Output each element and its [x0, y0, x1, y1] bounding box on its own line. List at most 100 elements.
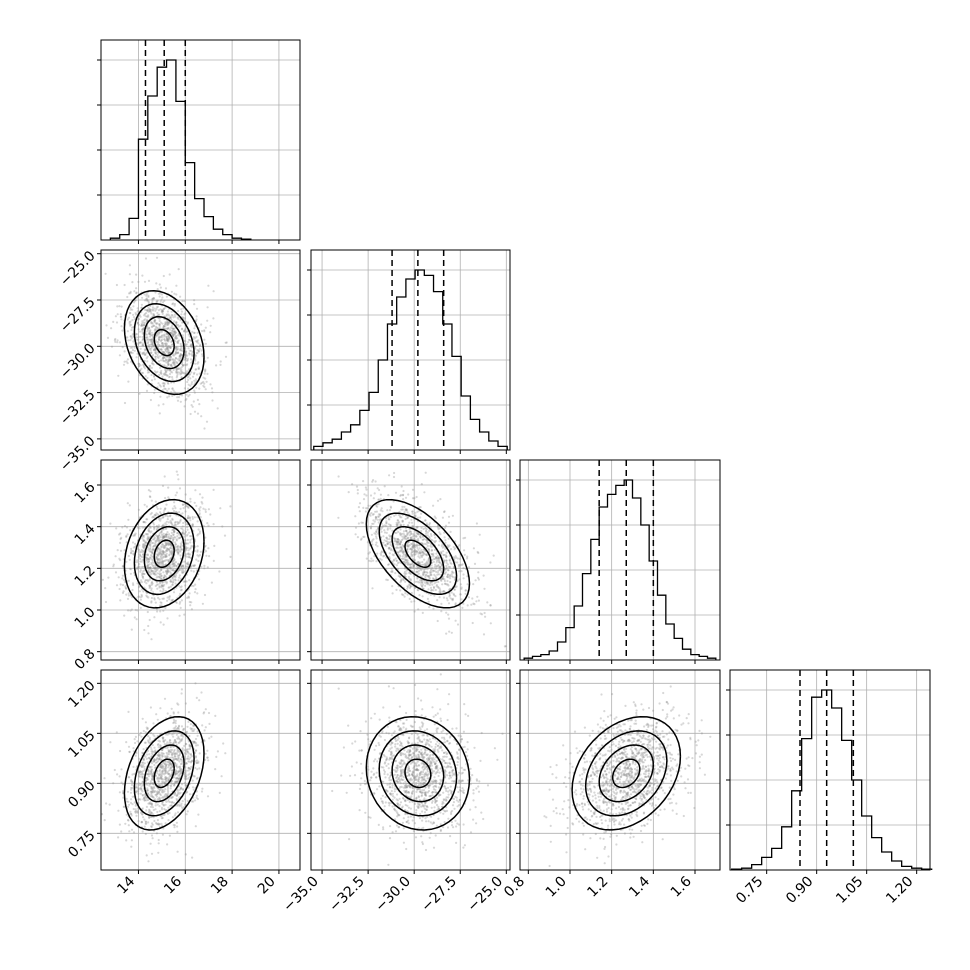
sample-point [164, 350, 167, 353]
sample-point [169, 552, 172, 555]
sample-point [152, 548, 155, 551]
sample-point [452, 571, 455, 574]
sample-point [183, 363, 186, 366]
sample-point [186, 526, 189, 529]
sample-point [197, 813, 200, 816]
sample-point [454, 619, 457, 622]
sample-point [207, 524, 210, 527]
sample-point [172, 358, 175, 361]
sample-point [178, 549, 181, 552]
sample-point [137, 548, 140, 551]
sample-point [187, 387, 190, 390]
sample-point [420, 512, 423, 515]
sample-point [188, 600, 191, 604]
sample-point [166, 755, 169, 758]
sample-point [432, 585, 435, 589]
sample-point [115, 283, 118, 287]
sample-point [169, 346, 172, 349]
sample-point [114, 315, 117, 318]
sample-point [110, 345, 114, 348]
sample-point [137, 338, 140, 341]
sample-point [435, 585, 438, 588]
sample-point [205, 420, 209, 423]
sample-point [168, 321, 171, 324]
sample-point [368, 551, 371, 554]
sample-point [172, 533, 175, 537]
sample-points [100, 682, 227, 863]
sample-point [156, 535, 159, 538]
sample-point [138, 553, 141, 556]
sample-point [196, 340, 199, 343]
sample-point [180, 565, 183, 569]
sample-point [169, 359, 172, 362]
sample-point [159, 794, 162, 797]
sample-point [172, 361, 176, 364]
sample-point [185, 350, 188, 353]
sample-point [166, 374, 169, 377]
sample-point [159, 335, 162, 338]
sample-point [142, 816, 145, 819]
sample-point [147, 345, 150, 348]
sample-point [174, 579, 177, 582]
sample-point [137, 774, 141, 778]
sample-point [147, 558, 150, 561]
sample-point [136, 307, 139, 310]
sample-point [166, 374, 169, 377]
sample-point [147, 580, 150, 583]
sample-point [174, 574, 178, 577]
sample-point [187, 556, 190, 559]
sample-point [229, 505, 232, 508]
sample-point [194, 378, 197, 381]
sample-point [426, 597, 429, 601]
sample-point [209, 513, 212, 516]
sample-point [386, 578, 389, 582]
sample-point [142, 547, 145, 550]
sample-point [206, 319, 209, 322]
sample-point [147, 279, 151, 282]
sample-point [167, 323, 170, 326]
sample-point [189, 747, 192, 750]
sample-point [225, 341, 228, 344]
sample-point [116, 313, 119, 316]
sample-point [206, 306, 209, 309]
sample-point [438, 587, 441, 590]
sample-point [164, 496, 167, 500]
sample-point [173, 361, 176, 364]
sample-point [167, 351, 171, 354]
sample-point [168, 355, 171, 358]
sample-point [157, 842, 160, 845]
sample-point [365, 507, 368, 510]
sample-point [148, 309, 151, 312]
sample-point [158, 552, 161, 555]
sample-point [159, 621, 162, 624]
sample-point [160, 558, 163, 561]
sample-point [173, 302, 176, 306]
sample-point [151, 342, 154, 345]
sample-point [122, 805, 125, 809]
sample-point [158, 585, 161, 588]
sample-point [146, 341, 150, 345]
sample-point [139, 364, 142, 367]
sample-point [166, 321, 169, 325]
sample-point [179, 592, 182, 595]
sample-point [178, 602, 181, 605]
sample-point [196, 520, 199, 523]
sample-point [119, 313, 122, 316]
sample-point [166, 310, 169, 313]
sample-point [148, 586, 151, 590]
sample-point [402, 530, 406, 533]
sample-point [419, 516, 422, 519]
sample-point [162, 356, 165, 359]
sample-point [166, 843, 169, 846]
sample-point [191, 354, 194, 357]
sample-point [477, 571, 480, 574]
sample-point [140, 549, 143, 552]
sample-point [114, 555, 117, 558]
sample-point [127, 579, 130, 582]
sample-point [374, 516, 377, 519]
sample-point [169, 546, 172, 550]
sample-point [158, 327, 162, 330]
sample-point [163, 338, 166, 341]
sample-point [161, 550, 164, 553]
sample-point [181, 321, 184, 324]
